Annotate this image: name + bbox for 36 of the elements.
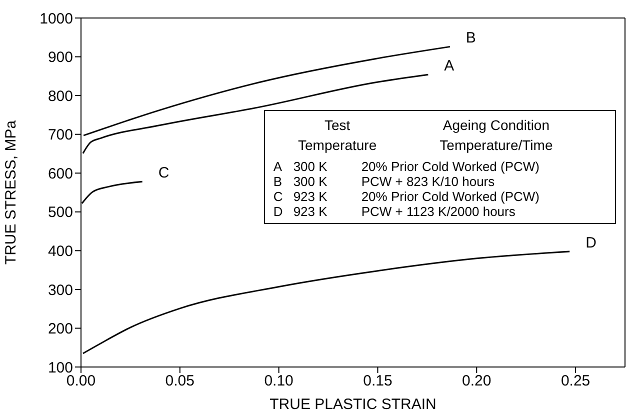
x-tick-label: 0.15 (363, 372, 392, 390)
annotation: B (273, 174, 283, 189)
annotation: 923 K (293, 204, 328, 219)
y-tick-label: 900 (48, 49, 73, 66)
y-tick-label: 700 (48, 126, 73, 144)
annotation: 300 K (293, 158, 328, 174)
annotation: Temperature/Time (438, 136, 554, 155)
annotation: Test (323, 116, 352, 135)
y-tick-label: 500 (48, 204, 73, 222)
annotation: 20% Prior Cold Worked (PCW) (361, 158, 541, 174)
x-tick-label: 0.05 (165, 372, 195, 390)
x-axis-title: TRUE PLASTIC STRAIN (270, 396, 436, 413)
annotation: C (273, 188, 284, 204)
series-label: D (586, 234, 597, 252)
series-label: B (466, 30, 476, 47)
annotation: PCW + 1123 K/2000 hours (361, 204, 516, 219)
x-tick-label: 0.25 (560, 372, 590, 390)
y-tick-label: 300 (48, 282, 73, 299)
annotation: 20% Prior Cold Worked (PCW) (361, 188, 541, 204)
annotation: D (273, 204, 284, 219)
series-label: C (158, 164, 170, 182)
x-tick-label: 0.10 (264, 372, 294, 390)
annotation: 923 K (293, 188, 328, 204)
annotation: Temperature (297, 136, 378, 155)
y-tick-label: 400 (48, 242, 73, 260)
y-tick-label: 200 (48, 320, 73, 338)
annotation: PCW + 823 K/10 hours (361, 174, 496, 189)
series-label: A (444, 58, 454, 75)
y-tick-label: 1000 (40, 10, 73, 28)
annotation: Ageing Condition (442, 116, 551, 135)
x-tick-label: 0.20 (462, 372, 492, 390)
annotation: A (273, 158, 283, 174)
y-axis-title: TRUE STRESS, MPa (2, 120, 20, 265)
y-tick-label: 600 (48, 165, 73, 182)
y-tick-label: 800 (48, 88, 73, 105)
annotation: 300 K (293, 174, 328, 189)
